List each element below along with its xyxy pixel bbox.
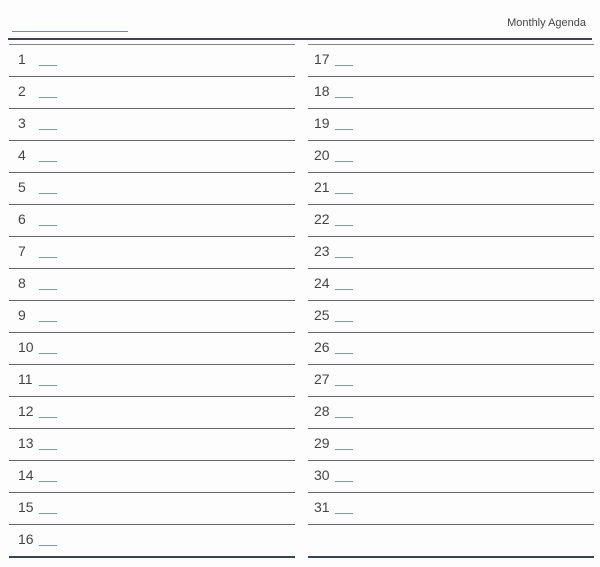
day-number: 14 <box>18 467 34 483</box>
day-row[interactable]: 31 <box>308 493 594 525</box>
day-row[interactable]: 16 <box>9 525 295 558</box>
weekday-blank[interactable] <box>39 225 57 226</box>
weekday-blank[interactable] <box>335 513 353 514</box>
weekday-blank[interactable] <box>39 545 57 546</box>
weekday-blank[interactable] <box>39 449 57 450</box>
day-number: 28 <box>314 403 330 419</box>
day-number: 8 <box>18 275 26 291</box>
day-number: 22 <box>314 211 330 227</box>
weekday-blank[interactable] <box>39 417 57 418</box>
day-row[interactable]: 2 <box>9 77 295 109</box>
day-row[interactable]: 1 <box>9 45 295 77</box>
weekday-blank[interactable] <box>39 97 57 98</box>
day-number: 13 <box>18 435 34 451</box>
weekday-blank[interactable] <box>39 353 57 354</box>
day-row[interactable]: 27 <box>308 365 594 397</box>
day-number: 16 <box>18 531 34 547</box>
weekday-blank[interactable] <box>335 193 353 194</box>
weekday-blank[interactable] <box>335 289 353 290</box>
weekday-blank[interactable] <box>39 161 57 162</box>
day-number: 27 <box>314 371 330 387</box>
day-number: 7 <box>18 243 26 259</box>
weekday-blank[interactable] <box>335 449 353 450</box>
weekday-blank[interactable] <box>39 129 57 130</box>
day-row[interactable]: 17 <box>308 45 594 77</box>
day-number: 5 <box>18 179 26 195</box>
day-number: 31 <box>314 499 330 515</box>
day-row[interactable]: 21 <box>308 173 594 205</box>
weekday-blank[interactable] <box>335 417 353 418</box>
day-number: 18 <box>314 83 330 99</box>
day-row[interactable]: 23 <box>308 237 594 269</box>
day-number: 29 <box>314 435 330 451</box>
day-row[interactable]: 7 <box>9 237 295 269</box>
day-row[interactable]: 15 <box>9 493 295 525</box>
weekday-blank[interactable] <box>39 289 57 290</box>
day-number: 17 <box>314 51 330 67</box>
weekday-blank[interactable] <box>39 385 57 386</box>
day-row[interactable]: 9 <box>9 301 295 333</box>
right-day-column: 17 18 19 20 21 22 23 24 25 26 27 28 29 30 31 <box>308 44 594 558</box>
weekday-blank[interactable] <box>335 97 353 98</box>
day-number: 12 <box>18 403 34 419</box>
name-underline <box>12 31 128 32</box>
day-row[interactable] <box>308 525 594 558</box>
day-number: 23 <box>314 243 330 259</box>
day-row[interactable]: 22 <box>308 205 594 237</box>
day-number: 15 <box>18 499 34 515</box>
weekday-blank[interactable] <box>335 161 353 162</box>
weekday-blank[interactable] <box>335 129 353 130</box>
day-number: 21 <box>314 179 330 195</box>
day-number: 1 <box>18 51 26 67</box>
day-number: 25 <box>314 307 330 323</box>
day-row[interactable]: 18 <box>308 77 594 109</box>
day-row[interactable]: 13 <box>9 429 295 461</box>
page-title: Monthly Agenda <box>507 17 586 29</box>
weekday-blank[interactable] <box>39 193 57 194</box>
day-row[interactable]: 3 <box>9 109 295 141</box>
day-row[interactable]: 4 <box>9 141 295 173</box>
day-number: 4 <box>18 147 26 163</box>
day-row[interactable]: 11 <box>9 365 295 397</box>
day-row[interactable]: 24 <box>308 269 594 301</box>
day-row[interactable]: 30 <box>308 461 594 493</box>
day-number: 2 <box>18 83 26 99</box>
weekday-blank[interactable] <box>39 513 57 514</box>
weekday-blank[interactable] <box>39 321 57 322</box>
day-row[interactable]: 19 <box>308 109 594 141</box>
day-number: 10 <box>18 339 34 355</box>
day-row[interactable]: 28 <box>308 397 594 429</box>
day-number: 20 <box>314 147 330 163</box>
weekday-blank[interactable] <box>335 321 353 322</box>
day-row[interactable]: 25 <box>308 301 594 333</box>
weekday-blank[interactable] <box>335 225 353 226</box>
weekday-blank[interactable] <box>335 257 353 258</box>
day-number: 24 <box>314 275 330 291</box>
day-number: 3 <box>18 115 26 131</box>
day-row[interactable]: 8 <box>9 269 295 301</box>
day-number: 11 <box>18 371 33 387</box>
header-divider <box>8 38 592 40</box>
day-row[interactable]: 14 <box>9 461 295 493</box>
day-number: 9 <box>18 307 26 323</box>
day-row[interactable]: 12 <box>9 397 295 429</box>
day-number: 26 <box>314 339 330 355</box>
day-row[interactable]: 20 <box>308 141 594 173</box>
weekday-blank[interactable] <box>335 353 353 354</box>
weekday-blank[interactable] <box>335 65 353 66</box>
day-row[interactable]: 10 <box>9 333 295 365</box>
day-row[interactable]: 26 <box>308 333 594 365</box>
day-number: 19 <box>314 115 330 131</box>
day-row[interactable]: 29 <box>308 429 594 461</box>
left-day-column: 1 2 3 4 5 6 7 8 9 10 11 12 13 14 15 16 <box>9 44 295 558</box>
weekday-blank[interactable] <box>39 481 57 482</box>
day-row[interactable]: 5 <box>9 173 295 205</box>
weekday-blank[interactable] <box>39 257 57 258</box>
day-number: 6 <box>18 211 26 227</box>
day-row[interactable]: 6 <box>9 205 295 237</box>
day-number: 30 <box>314 467 330 483</box>
weekday-blank[interactable] <box>335 481 353 482</box>
weekday-blank[interactable] <box>39 65 57 66</box>
weekday-blank[interactable] <box>335 385 353 386</box>
